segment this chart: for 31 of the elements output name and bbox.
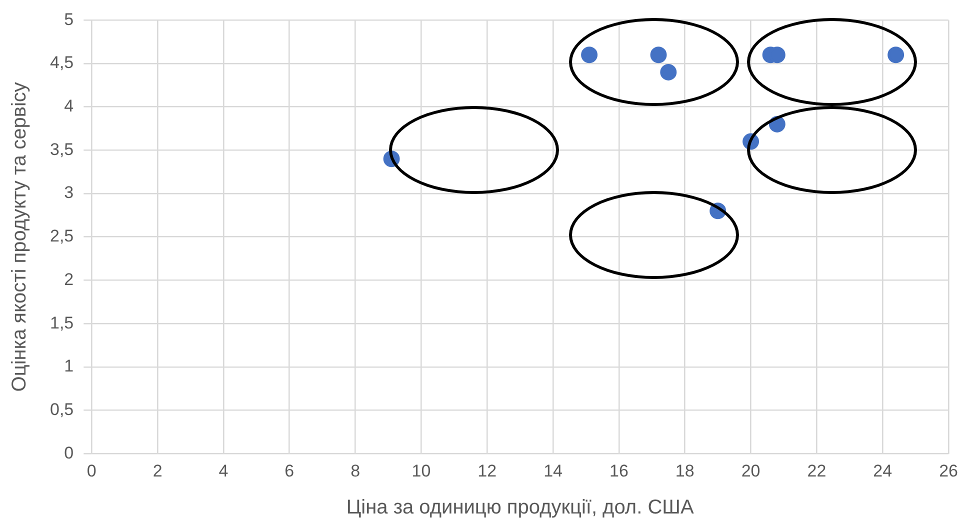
y-tick-label: 0,5	[50, 400, 74, 419]
y-tick-label: 4	[64, 96, 74, 116]
x-tick-label: 20	[741, 461, 760, 480]
y-tick-label: 4,5	[50, 53, 74, 72]
y-tick-label: 3	[64, 183, 74, 202]
x-tick-label: 16	[610, 461, 628, 480]
y-axis-title: Оцінка якості продукту та сервісу	[8, 82, 31, 392]
x-tick-label: 10	[412, 461, 431, 480]
y-tick-label: 3,5	[50, 140, 74, 159]
y-tick-label: 0	[64, 443, 74, 462]
x-tick-label: 26	[939, 461, 958, 480]
point	[650, 46, 667, 64]
x-tick-label: 24	[873, 461, 892, 480]
x-tick-label: 18	[675, 461, 694, 480]
x-tick-label: 4	[218, 461, 228, 480]
y-tick-label: 2	[64, 270, 74, 289]
x-tick-label: 14	[544, 461, 563, 480]
x-tick-label: 6	[284, 461, 294, 480]
x-tick-label: 0	[86, 461, 96, 480]
point	[660, 64, 677, 80]
point	[581, 46, 598, 64]
y-tick-label: 1	[64, 356, 74, 376]
y-tick-label: 5	[64, 10, 74, 29]
x-tick-label: 8	[350, 461, 360, 480]
x-tick-label: 2	[152, 461, 162, 480]
x-axis-title: Ціна за одиницю продукції, дол. США	[346, 496, 694, 519]
y-tick-label: 2,5	[50, 226, 74, 246]
x-tick-label: 12	[478, 461, 497, 480]
x-tick-label: 22	[807, 461, 826, 480]
y-tick-label: 1,5	[50, 313, 74, 332]
point	[888, 46, 904, 64]
